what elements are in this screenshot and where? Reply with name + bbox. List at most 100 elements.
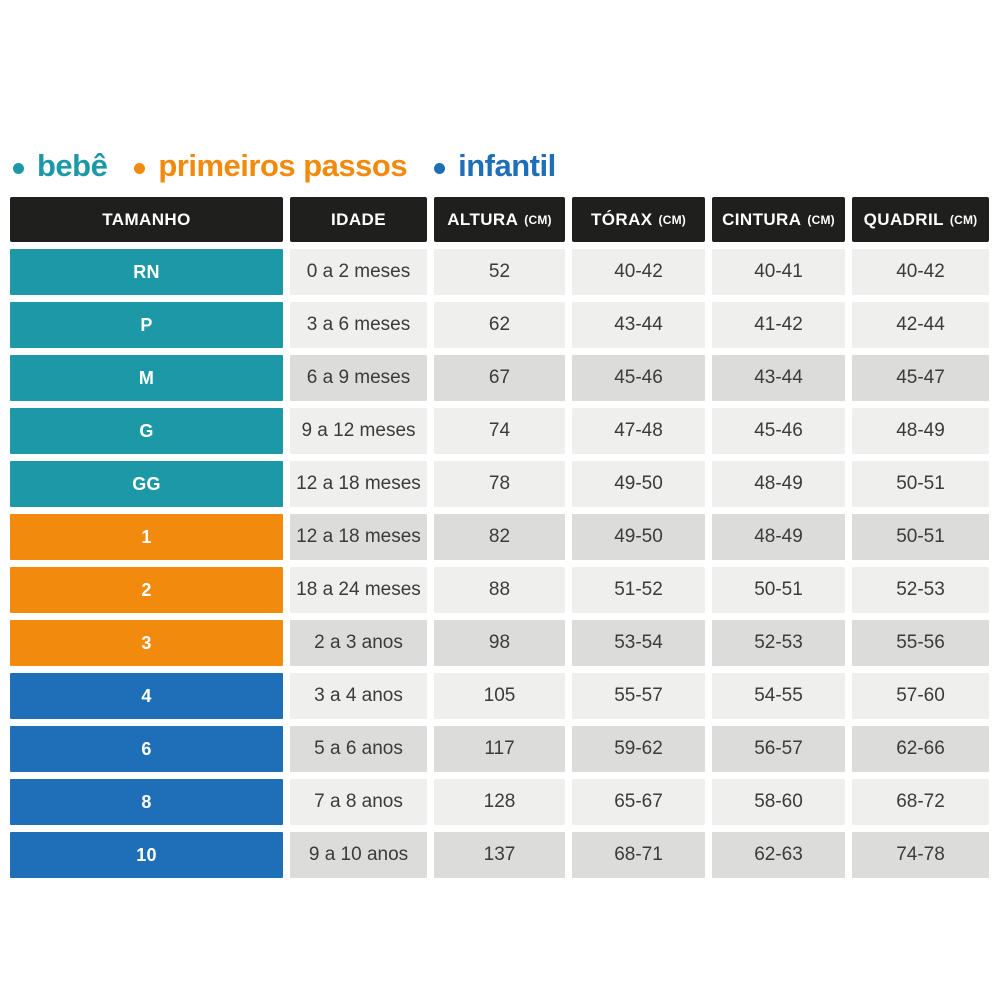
column-header-tamanho: TAMANHO — [10, 197, 283, 242]
altura-cell: 67 — [434, 355, 565, 401]
size-cell: 3 — [10, 620, 283, 666]
size-cell: 8 — [10, 779, 283, 825]
bullet-icon — [13, 162, 24, 174]
bullet-icon — [434, 162, 446, 174]
column-header-label: TAMANHO — [102, 209, 191, 229]
torax-cell: 43-44 — [572, 302, 705, 348]
idade-cell: 9 a 12 meses — [290, 408, 427, 454]
quadril-cell: 52-53 — [852, 567, 989, 613]
cintura-cell: 48-49 — [712, 514, 845, 560]
size-cell: M — [10, 355, 283, 401]
idade-cell: 0 a 2 meses — [290, 249, 427, 295]
cintura-cell: 40-41 — [712, 249, 845, 295]
quadril-cell: 50-51 — [852, 461, 989, 507]
altura-cell: 98 — [434, 620, 565, 666]
idade-cell: 7 a 8 anos — [290, 779, 427, 825]
column-header-unit: (CM) — [949, 212, 978, 227]
size-cell: 10 — [10, 832, 283, 878]
legend-label-primeiros-passos: primeiros passos — [158, 148, 408, 183]
column-header-label: IDADE — [331, 209, 386, 229]
column-header-label: ALTURA — [447, 209, 519, 229]
column-header-torax: TÓRAX (CM) — [572, 197, 705, 242]
column-header-label: TÓRAX — [591, 209, 653, 229]
legend-label-bebe: bebê — [37, 148, 108, 183]
quadril-cell: 55-56 — [852, 620, 989, 666]
quadril-cell: 40-42 — [852, 249, 989, 295]
legend-item-infantil: infantil — [434, 148, 556, 184]
torax-cell: 49-50 — [572, 514, 705, 560]
idade-cell: 12 a 18 meses — [290, 514, 427, 560]
altura-cell: 105 — [434, 673, 565, 719]
legend-item-bebe: bebê — [13, 148, 108, 184]
cintura-cell: 56-57 — [712, 726, 845, 772]
column-header-unit: (CM) — [807, 212, 835, 227]
torax-cell: 55-57 — [572, 673, 705, 719]
altura-cell: 117 — [434, 726, 565, 772]
column-header-unit: (CM) — [658, 212, 686, 227]
legend: bebê primeiros passos infantil — [13, 144, 556, 188]
size-table: TAMANHO IDADE ALTURA (CM) TÓRAX (CM) CINTURA (C… — [10, 197, 989, 878]
altura-cell: 82 — [434, 514, 565, 560]
idade-cell: 3 a 6 meses — [290, 302, 427, 348]
altura-cell: 74 — [434, 408, 565, 454]
idade-cell: 9 a 10 anos — [290, 832, 427, 878]
torax-cell: 68-71 — [572, 832, 705, 878]
torax-cell: 40-42 — [572, 249, 705, 295]
quadril-cell: 50-51 — [852, 514, 989, 560]
torax-cell: 53-54 — [572, 620, 705, 666]
quadril-cell: 57-60 — [852, 673, 989, 719]
legend-item-primeiros-passos: primeiros passos — [134, 148, 408, 184]
cintura-cell: 45-46 — [712, 408, 845, 454]
cintura-cell: 54-55 — [712, 673, 845, 719]
column-header-label: CINTURA — [722, 209, 802, 229]
column-header-quadril: QUADRIL (CM) — [852, 197, 989, 242]
idade-cell: 6 a 9 meses — [290, 355, 427, 401]
size-cell: 1 — [10, 514, 283, 560]
altura-cell: 62 — [434, 302, 565, 348]
quadril-cell: 68-72 — [852, 779, 989, 825]
idade-cell: 2 a 3 anos — [290, 620, 427, 666]
size-cell: P — [10, 302, 283, 348]
quadril-cell: 42-44 — [852, 302, 989, 348]
cintura-cell: 41-42 — [712, 302, 845, 348]
idade-cell: 3 a 4 anos — [290, 673, 427, 719]
cintura-cell: 58-60 — [712, 779, 845, 825]
cintura-cell: 52-53 — [712, 620, 845, 666]
torax-cell: 45-46 — [572, 355, 705, 401]
legend-label-infantil: infantil — [458, 148, 556, 183]
column-header-label: QUADRIL — [863, 209, 944, 229]
quadril-cell: 74-78 — [852, 832, 989, 878]
size-cell: G — [10, 408, 283, 454]
idade-cell: 18 a 24 meses — [290, 567, 427, 613]
torax-cell: 49-50 — [572, 461, 705, 507]
altura-cell: 128 — [434, 779, 565, 825]
size-cell: GG — [10, 461, 283, 507]
size-cell: RN — [10, 249, 283, 295]
torax-cell: 59-62 — [572, 726, 705, 772]
torax-cell: 47-48 — [572, 408, 705, 454]
cintura-cell: 43-44 — [712, 355, 845, 401]
quadril-cell: 62-66 — [852, 726, 989, 772]
size-cell: 6 — [10, 726, 283, 772]
idade-cell: 12 a 18 meses — [290, 461, 427, 507]
column-header-unit: (CM) — [524, 212, 552, 227]
size-cell: 2 — [10, 567, 283, 613]
bullet-icon — [134, 162, 146, 174]
altura-cell: 137 — [434, 832, 565, 878]
torax-cell: 51-52 — [572, 567, 705, 613]
quadril-cell: 48-49 — [852, 408, 989, 454]
column-header-altura: ALTURA (CM) — [434, 197, 565, 242]
quadril-cell: 45-47 — [852, 355, 989, 401]
altura-cell: 78 — [434, 461, 565, 507]
column-header-idade: IDADE — [290, 197, 427, 242]
torax-cell: 65-67 — [572, 779, 705, 825]
altura-cell: 52 — [434, 249, 565, 295]
cintura-cell: 48-49 — [712, 461, 845, 507]
idade-cell: 5 a 6 anos — [290, 726, 427, 772]
cintura-cell: 62-63 — [712, 832, 845, 878]
size-cell: 4 — [10, 673, 283, 719]
column-header-cintura: CINTURA (CM) — [712, 197, 845, 242]
altura-cell: 88 — [434, 567, 565, 613]
cintura-cell: 50-51 — [712, 567, 845, 613]
